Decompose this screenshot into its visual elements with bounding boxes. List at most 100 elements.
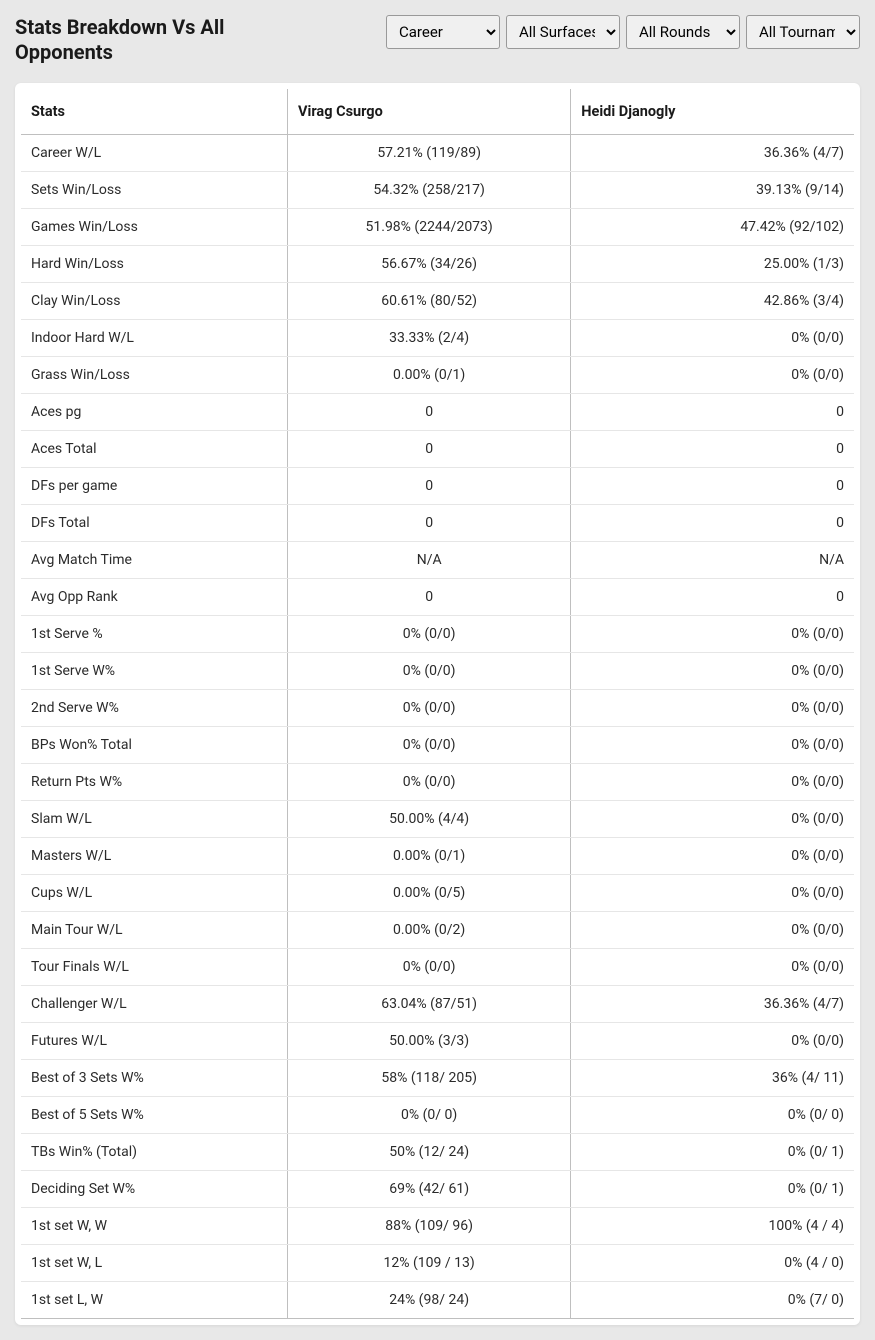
stat-label: Indoor Hard W/L — [21, 320, 288, 357]
table-row: 1st set L, W24% (98/ 24)0% (7/ 0) — [21, 1282, 854, 1319]
player2-value: 0% (0/0) — [571, 912, 854, 949]
table-row: 1st Serve %0% (0/0)0% (0/0) — [21, 616, 854, 653]
table-row: Avg Match TimeN/AN/A — [21, 542, 854, 579]
player1-value: 54.32% (258/217) — [288, 172, 571, 209]
rounds-select[interactable]: All Rounds — [626, 15, 740, 49]
stat-label: 1st Serve % — [21, 616, 288, 653]
table-row: Clay Win/Loss60.61% (80/52)42.86% (3/4) — [21, 283, 854, 320]
table-row: Grass Win/Loss0.00% (0/1)0% (0/0) — [21, 357, 854, 394]
stat-label: Best of 3 Sets W% — [21, 1060, 288, 1097]
table-row: 1st Serve W%0% (0/0)0% (0/0) — [21, 653, 854, 690]
stat-label: Aces Total — [21, 431, 288, 468]
player1-value: 58% (118/ 205) — [288, 1060, 571, 1097]
player2-value: 0% (0/ 1) — [571, 1171, 854, 1208]
table-row: Challenger W/L63.04% (87/51)36.36% (4/7) — [21, 986, 854, 1023]
stat-label: 1st set W, W — [21, 1208, 288, 1245]
table-row: Return Pts W%0% (0/0)0% (0/0) — [21, 764, 854, 801]
player2-value: 0% (0/0) — [571, 838, 854, 875]
table-header-row: Stats Virag Csurgo Heidi Djanogly — [21, 89, 854, 135]
player2-value: 0% (0/0) — [571, 1023, 854, 1060]
player1-value: 56.67% (34/26) — [288, 246, 571, 283]
table-row: Slam W/L50.00% (4/4)0% (0/0) — [21, 801, 854, 838]
career-select[interactable]: Career — [386, 15, 500, 49]
stat-label: Masters W/L — [21, 838, 288, 875]
header-row: Stats Breakdown Vs All Opponents Career … — [15, 15, 860, 65]
table-row: DFs Total00 — [21, 505, 854, 542]
player1-value: 12% (109 / 13) — [288, 1245, 571, 1282]
stat-label: 2nd Serve W% — [21, 690, 288, 727]
player2-value: 39.13% (9/14) — [571, 172, 854, 209]
filter-bar: Career All Surfaces All Rounds All Tourn… — [386, 15, 860, 49]
col-header-player2: Heidi Djanogly — [571, 89, 854, 135]
player2-value: N/A — [571, 542, 854, 579]
stat-label: BPs Won% Total — [21, 727, 288, 764]
player2-value: 0 — [571, 394, 854, 431]
player2-value: 0% (7/ 0) — [571, 1282, 854, 1319]
table-row: Avg Opp Rank00 — [21, 579, 854, 616]
player1-value: 88% (109/ 96) — [288, 1208, 571, 1245]
player2-value: 0% (0/0) — [571, 616, 854, 653]
table-row: Main Tour W/L0.00% (0/2)0% (0/0) — [21, 912, 854, 949]
player1-value: N/A — [288, 542, 571, 579]
player1-value: 51.98% (2244/2073) — [288, 209, 571, 246]
stat-label: TBs Win% (Total) — [21, 1134, 288, 1171]
player1-value: 50.00% (3/3) — [288, 1023, 571, 1060]
stat-label: Games Win/Loss — [21, 209, 288, 246]
stats-table-card: Stats Virag Csurgo Heidi Djanogly Career… — [15, 83, 860, 1325]
player2-value: 0% (0/0) — [571, 801, 854, 838]
stat-label: Career W/L — [21, 135, 288, 172]
player2-value: 36.36% (4/7) — [571, 986, 854, 1023]
player2-value: 0 — [571, 431, 854, 468]
player2-value: 0% (0/0) — [571, 357, 854, 394]
table-row: Hard Win/Loss56.67% (34/26)25.00% (1/3) — [21, 246, 854, 283]
player1-value: 0 — [288, 579, 571, 616]
stat-label: 1st Serve W% — [21, 653, 288, 690]
player2-value: 0 — [571, 505, 854, 542]
player2-value: 0% (0/0) — [571, 949, 854, 986]
stat-label: DFs Total — [21, 505, 288, 542]
player1-value: 0% (0/0) — [288, 690, 571, 727]
table-row: Futures W/L50.00% (3/3)0% (0/0) — [21, 1023, 854, 1060]
stat-label: DFs per game — [21, 468, 288, 505]
table-row: 1st set W, L12% (109 / 13)0% (4 / 0) — [21, 1245, 854, 1282]
col-header-stats: Stats — [21, 89, 288, 135]
tournament-select[interactable]: All Tournaments — [746, 15, 860, 49]
player2-value: 0% (0/0) — [571, 653, 854, 690]
table-row: Tour Finals W/L0% (0/0)0% (0/0) — [21, 949, 854, 986]
stat-label: Grass Win/Loss — [21, 357, 288, 394]
player1-value: 0 — [288, 394, 571, 431]
stat-label: Clay Win/Loss — [21, 283, 288, 320]
player1-value: 0 — [288, 505, 571, 542]
stat-label: Avg Opp Rank — [21, 579, 288, 616]
table-row: TBs Win% (Total)50% (12/ 24)0% (0/ 1) — [21, 1134, 854, 1171]
stat-label: Slam W/L — [21, 801, 288, 838]
table-row: Best of 3 Sets W%58% (118/ 205)36% (4/ 1… — [21, 1060, 854, 1097]
player1-value: 0% (0/ 0) — [288, 1097, 571, 1134]
stat-label: Main Tour W/L — [21, 912, 288, 949]
stat-label: Aces pg — [21, 394, 288, 431]
player2-value: 0% (0/ 0) — [571, 1097, 854, 1134]
player1-value: 24% (98/ 24) — [288, 1282, 571, 1319]
table-row: Indoor Hard W/L33.33% (2/4)0% (0/0) — [21, 320, 854, 357]
player2-value: 0% (0/0) — [571, 690, 854, 727]
player2-value: 0% (0/0) — [571, 727, 854, 764]
player1-value: 0% (0/0) — [288, 653, 571, 690]
stats-tbody: Career W/L57.21% (119/89)36.36% (4/7)Set… — [21, 135, 854, 1319]
player1-value: 63.04% (87/51) — [288, 986, 571, 1023]
player2-value: 0 — [571, 579, 854, 616]
stat-label: Challenger W/L — [21, 986, 288, 1023]
stat-label: Deciding Set W% — [21, 1171, 288, 1208]
player2-value: 0% (4 / 0) — [571, 1245, 854, 1282]
stat-label: 1st set L, W — [21, 1282, 288, 1319]
table-row: Deciding Set W%69% (42/ 61)0% (0/ 1) — [21, 1171, 854, 1208]
table-row: Aces Total00 — [21, 431, 854, 468]
player2-value: 47.42% (92/102) — [571, 209, 854, 246]
stat-label: Sets Win/Loss — [21, 172, 288, 209]
player1-value: 33.33% (2/4) — [288, 320, 571, 357]
surface-select[interactable]: All Surfaces — [506, 15, 620, 49]
player1-value: 0.00% (0/1) — [288, 357, 571, 394]
player1-value: 0 — [288, 468, 571, 505]
player2-value: 0% (0/ 1) — [571, 1134, 854, 1171]
player1-value: 0.00% (0/5) — [288, 875, 571, 912]
player2-value: 42.86% (3/4) — [571, 283, 854, 320]
